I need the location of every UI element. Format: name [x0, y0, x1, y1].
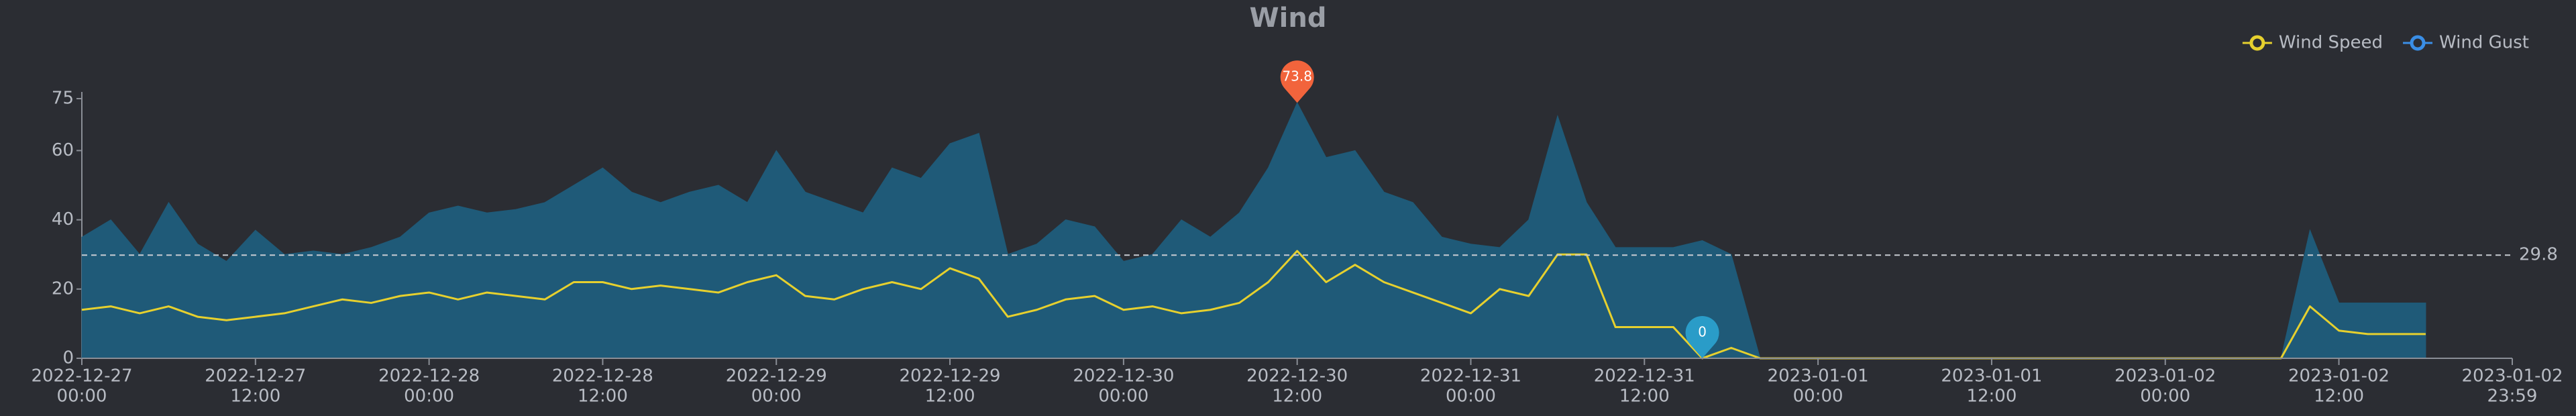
mark-point [1685, 315, 1719, 358]
y-tick-label: 40 [52, 209, 74, 229]
legend-marker [2249, 35, 2265, 51]
x-tick-label: 12:00 [1619, 386, 1670, 407]
mark-point [1280, 60, 1314, 103]
mark-point-label: 73.8 [1282, 68, 1312, 85]
y-tick-label: 60 [52, 140, 74, 160]
x-tick-label: 2022-12-31 [1594, 366, 1695, 386]
mark-point-label: 0 [1698, 324, 1707, 340]
x-tick-label: 2022-12-29 [726, 366, 827, 386]
x-tick-label: 2022-12-29 [900, 366, 1001, 386]
x-tick-label: 2022-12-30 [1246, 366, 1348, 386]
x-tick-label: 00:00 [2140, 386, 2190, 407]
x-tick-label: 12:00 [1966, 386, 2017, 407]
x-tick-label: 23:59 [2487, 386, 2538, 407]
x-tick-label: 2022-12-28 [552, 366, 653, 386]
x-tick-label: 00:00 [57, 386, 107, 407]
y-tick-label: 75 [52, 89, 74, 109]
average-label: 29.8 [2519, 245, 2558, 265]
x-tick-label: 2022-12-27 [31, 366, 132, 386]
x-tick-label: 12:00 [925, 386, 975, 407]
x-tick-label: 12:00 [230, 386, 280, 407]
x-tick-label: 2023-01-02 [2461, 366, 2563, 386]
y-tick-label: 0 [62, 348, 74, 368]
chart-title: Wind [1250, 3, 1327, 34]
x-tick-label: 2022-12-27 [205, 366, 306, 386]
x-tick-label: 12:00 [2314, 386, 2364, 407]
x-tick-label: 00:00 [1446, 386, 1496, 407]
legend-label: Wind Gust [2439, 33, 2529, 53]
x-tick-label: 12:00 [578, 386, 628, 407]
x-tick-label: 2023-01-02 [2288, 366, 2390, 386]
y-tick-label: 20 [52, 278, 74, 299]
x-tick-label: 2022-12-30 [1073, 366, 1174, 386]
legend-marker [2410, 35, 2426, 51]
x-tick-label: 2023-01-01 [1941, 366, 2042, 386]
legend-label: Wind Speed [2279, 33, 2383, 53]
x-tick-label: 2022-12-31 [1420, 366, 1521, 386]
x-tick-label: 2023-01-01 [1768, 366, 1869, 386]
x-tick-label: 00:00 [404, 386, 454, 407]
x-tick-label: 00:00 [1098, 386, 1148, 407]
x-tick-label: 2023-01-02 [2114, 366, 2216, 386]
x-tick-label: 12:00 [1272, 386, 1322, 407]
x-tick-label: 00:00 [751, 386, 802, 407]
x-tick-label: 00:00 [1793, 386, 1843, 407]
legend: Wind Gust Wind Speed [2242, 33, 2529, 53]
x-tick-label: 2022-12-28 [378, 366, 480, 386]
